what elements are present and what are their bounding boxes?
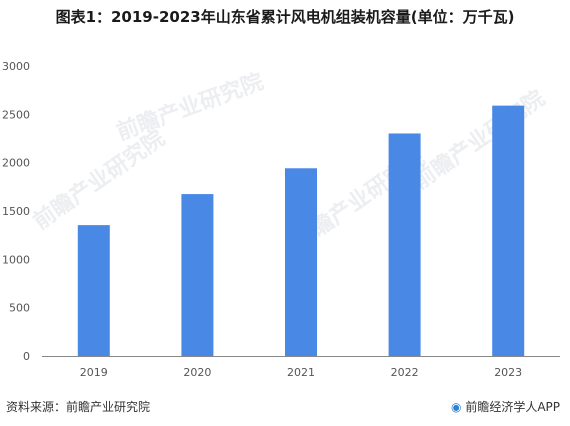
bar-2021 bbox=[285, 168, 317, 356]
footer: 资料来源：前瞻产业研究院 ◉ 前瞻经济学人APP bbox=[0, 398, 570, 418]
y-tick-label: 1500 bbox=[2, 205, 30, 218]
watermark-text: 前瞻产业研究院 bbox=[29, 125, 170, 235]
watermark-text: 前瞻产业研究院 bbox=[409, 85, 550, 195]
bar-2023 bbox=[492, 105, 525, 356]
bar-2022 bbox=[388, 133, 421, 356]
brand-logo-icon: ◉ bbox=[451, 400, 462, 414]
brand-name: 前瞻经济学人APP bbox=[465, 400, 560, 414]
x-tick-label: 2020 bbox=[183, 366, 211, 379]
x-tick-label: 2022 bbox=[391, 366, 419, 379]
y-tick-label: 500 bbox=[9, 302, 30, 315]
y-tick-label: 2000 bbox=[2, 157, 30, 170]
watermark-text: 前瞻产业研究院 bbox=[113, 69, 267, 146]
source-note: 资料来源：前瞻产业研究院 bbox=[6, 400, 151, 414]
bar-2019 bbox=[77, 225, 110, 356]
y-tick-labels: 0 500 1000 1500 2000 2500 3000 bbox=[2, 60, 30, 363]
bar-2020 bbox=[181, 194, 214, 356]
chart-title: 图表1：2019-2023年山东省累计风电机组装机容量(单位：万千瓦) bbox=[55, 8, 515, 26]
bars-group bbox=[77, 105, 525, 356]
x-tick-label: 2023 bbox=[494, 366, 522, 379]
y-tick-label: 0 bbox=[23, 350, 30, 363]
x-tick-label: 2021 bbox=[287, 366, 315, 379]
y-tick-label: 1000 bbox=[2, 253, 30, 266]
x-tick-labels: 2019 2020 2021 2022 2023 bbox=[80, 366, 522, 379]
y-tick-label: 2500 bbox=[2, 108, 30, 121]
x-tick-label: 2019 bbox=[80, 366, 108, 379]
brand-credit: ◉ 前瞻经济学人APP bbox=[451, 398, 560, 415]
y-tick-label: 3000 bbox=[2, 60, 30, 73]
